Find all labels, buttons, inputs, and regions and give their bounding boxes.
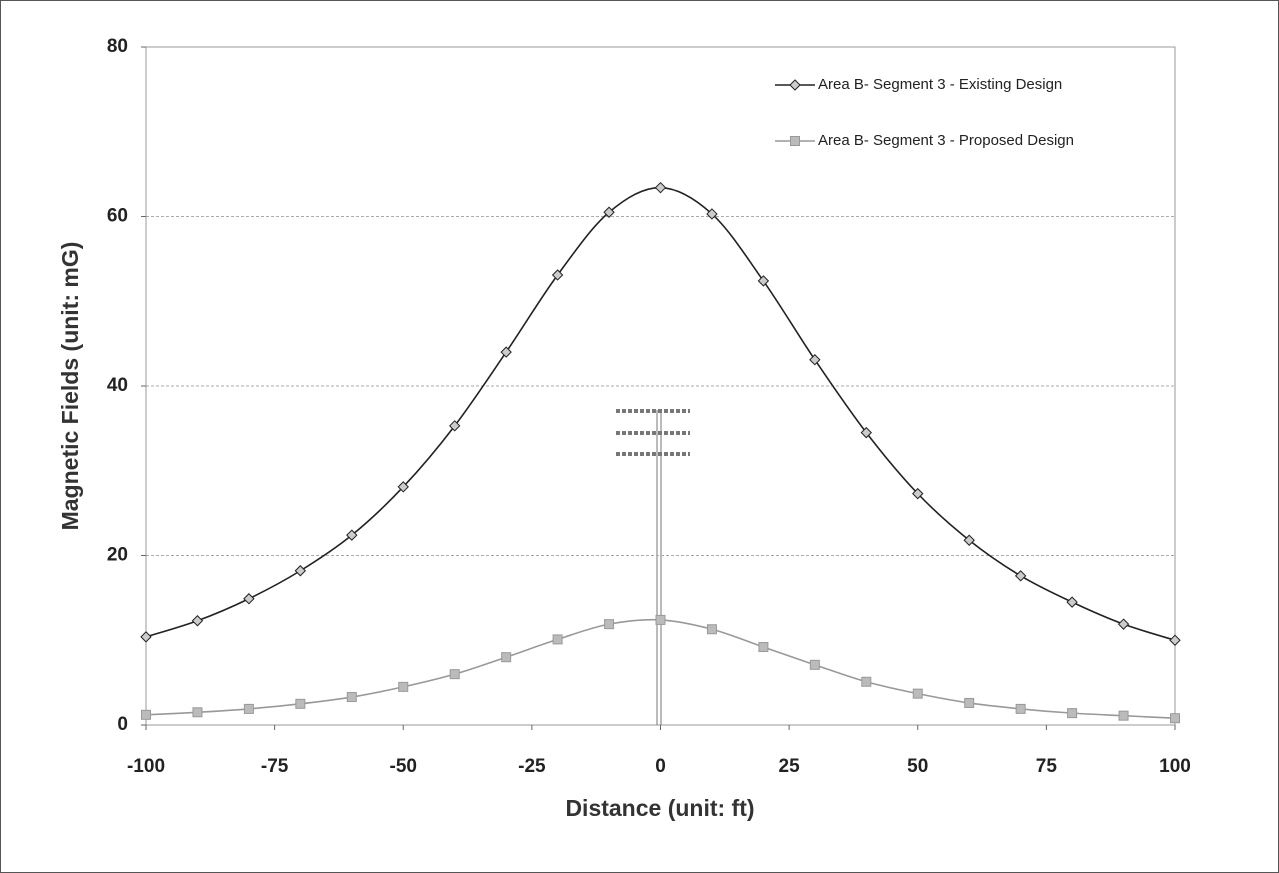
point [552,634,563,645]
point [654,181,667,194]
point [1014,570,1027,582]
x-tick-label: -25 [518,756,546,777]
x-tick-label: -50 [390,756,417,777]
x-axis-title: Distance (unit: ft) [565,795,754,821]
x-tick-label: 0 [655,756,666,777]
legend-label: Area B- Segment 3 - Existing Design [818,76,1062,93]
point [1067,708,1078,719]
y-tick-label: 40 [107,375,128,396]
point [1170,713,1180,724]
point [501,652,512,663]
point [192,707,203,718]
point [706,624,717,635]
point [757,275,770,287]
x-tick-label: 50 [907,756,928,777]
point [1169,634,1181,646]
point [448,420,461,432]
x-tick-label: 25 [779,756,801,777]
point [860,426,873,439]
legend-marker [789,79,801,91]
point [809,354,821,366]
y-axis-title: Magnetic Fields (unit: mG) [57,242,83,531]
point [655,614,666,625]
point [551,269,564,281]
point [346,529,358,541]
point [1118,710,1129,721]
point [294,565,307,577]
point [604,619,615,630]
point [191,615,204,627]
y-tick-label: 60 [107,206,128,227]
point [398,681,409,692]
x-tick-label: 100 [1159,756,1191,777]
legend-marker [790,136,800,146]
point [603,206,615,218]
point [861,676,872,687]
point [449,669,460,680]
point [964,697,975,708]
x-tick-label: 75 [1036,756,1058,777]
point [912,487,924,500]
point [243,703,254,714]
y-tick-label: 20 [107,545,128,566]
legend-label: Area B- Segment 3 - Proposed Design [818,132,1074,149]
tower-icon [616,409,690,725]
point [758,642,769,653]
point [141,709,151,720]
point [912,688,923,699]
point [809,659,820,670]
point [1117,618,1130,630]
point [500,346,512,358]
x-tick-label: -100 [127,756,165,777]
point [346,692,357,703]
x-tick-label: -75 [261,756,289,777]
y-tick-label: 0 [117,714,128,735]
point [963,534,975,546]
point [243,593,255,605]
point [1015,703,1026,714]
point [1066,596,1078,608]
point [397,481,409,493]
point [706,208,718,220]
point [140,631,152,643]
y-tick-label: 80 [107,36,128,57]
point [295,698,306,709]
